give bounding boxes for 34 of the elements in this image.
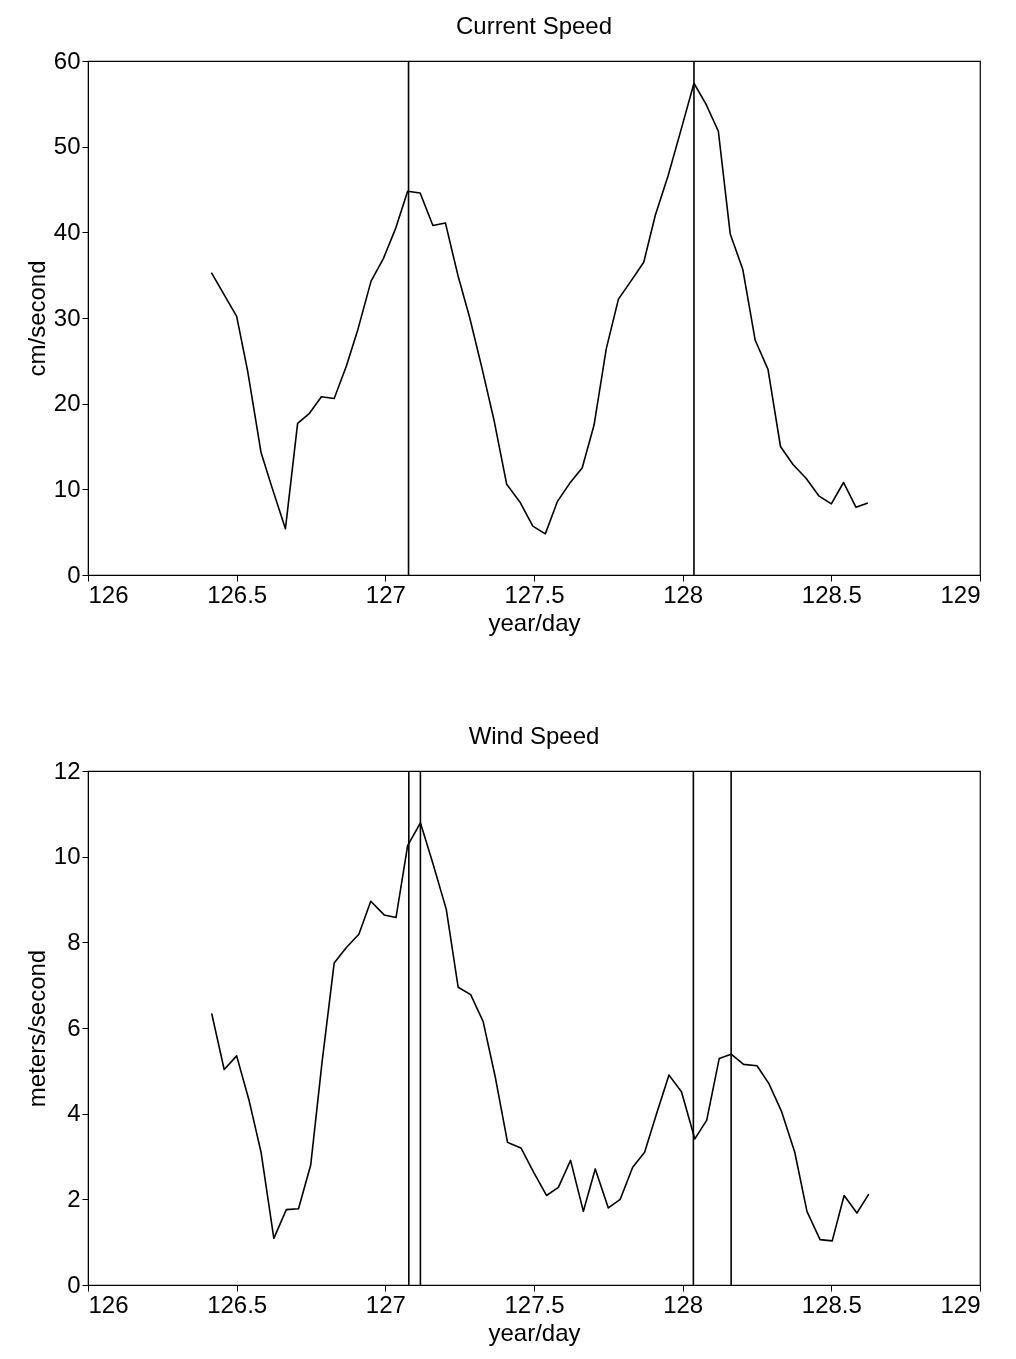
y-axis-title: cm/second	[22, 260, 50, 377]
x-tick-label: 129	[940, 1290, 981, 1318]
x-tick-label: 126.5	[207, 1290, 268, 1318]
x-tick-label: 128.5	[801, 580, 862, 608]
x-tick-label: 128	[663, 1290, 704, 1318]
y-tick-label: 10	[53, 474, 81, 502]
y-tick-label: 12	[53, 756, 81, 784]
y-tick-label: 50	[53, 132, 81, 160]
x-tick-label: 128	[663, 580, 704, 608]
y-tick-label: 6	[67, 1013, 81, 1041]
y-tick-label: 10	[53, 842, 81, 870]
y-tick-label: 30	[53, 303, 81, 331]
x-tick-label: 129	[940, 580, 981, 608]
x-tick-label: 127	[365, 580, 406, 608]
y-tick-label: 2	[67, 1184, 81, 1212]
y-tick-label: 60	[53, 46, 81, 74]
y-tick-label: 40	[53, 217, 81, 245]
x-axis-title: year/day	[488, 608, 581, 636]
chart-title: Wind Speed	[468, 722, 600, 749]
y-tick-label: 0	[67, 560, 81, 588]
x-tick-label: 126.5	[207, 580, 268, 608]
x-tick-label: 126	[88, 580, 129, 608]
x-tick-label: 126	[88, 1290, 129, 1318]
x-tick-label: 127	[365, 1290, 406, 1318]
x-tick-label: 127.5	[504, 1290, 565, 1318]
y-tick-label: 8	[67, 927, 81, 955]
y-axis-title: meters/second	[22, 949, 50, 1108]
y-tick-label: 0	[67, 1270, 81, 1298]
y-tick-label: 4	[67, 1099, 81, 1127]
x-axis-title: year/day	[488, 1318, 581, 1346]
chart-title: Current Speed	[455, 12, 613, 39]
y-tick-label: 20	[53, 389, 81, 417]
x-tick-label: 127.5	[504, 580, 565, 608]
x-tick-label: 128.5	[801, 1290, 862, 1318]
